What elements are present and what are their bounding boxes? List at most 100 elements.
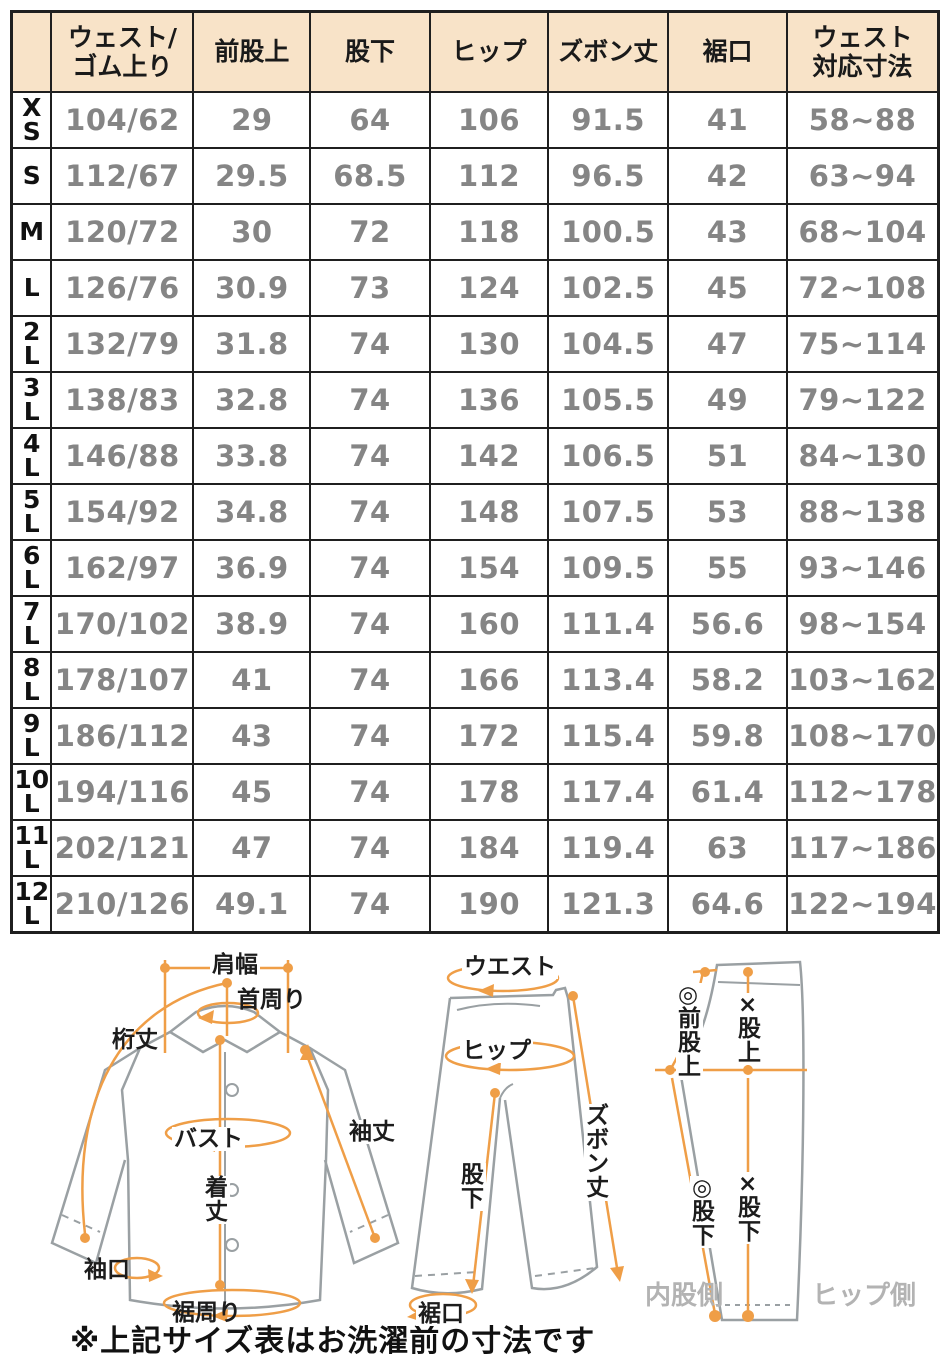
measurement-cell: 136: [428, 371, 550, 429]
measurement-cell: 53: [666, 483, 789, 541]
measurement-cell: 96.5: [547, 147, 669, 205]
measurement-cell: 61.4: [666, 763, 789, 821]
measurement-diagrams: 肩幅 首周り 桁丈 バスト 袖丈 着 丈 袖口 裾周り ウエスト ヒップ ズ ボ…: [0, 938, 940, 1360]
label-hip: ヒップ: [460, 1038, 533, 1064]
measurement-cell: 108~170: [786, 707, 940, 765]
label-inner-thigh-side: 内股側: [645, 1281, 724, 1311]
size-label: X S: [10, 91, 53, 149]
label-neck-girth: 首周り: [237, 987, 306, 1013]
measurement-cell: 162/97: [50, 539, 195, 597]
measurement-cell: 74: [309, 427, 431, 485]
measurement-cell: 122~194: [786, 875, 940, 933]
column-header: ウェスト 対応寸法: [786, 10, 940, 93]
measurement-cell: 63: [666, 819, 789, 877]
measurement-cell: 112/67: [50, 147, 195, 205]
measurement-cell: 41: [192, 651, 312, 709]
table-row: 4 L 146/88 33.8 74 142 106.5 51 84~130: [10, 427, 940, 485]
measurement-cell: 109.5: [547, 539, 669, 597]
measurement-cell: 104.5: [547, 315, 669, 373]
measurement-cell: 72~108: [786, 259, 940, 317]
measurement-cell: 98~154: [786, 595, 940, 653]
table-row: 8 L 178/107 41 74 166 113.4 58.2 103~162: [10, 651, 940, 709]
measurement-cell: 73: [309, 259, 431, 317]
column-header: 股下: [309, 10, 431, 93]
measurement-cell: 75~114: [786, 315, 940, 373]
table-row: 6 L 162/97 36.9 74 154 109.5 55 93~146: [10, 539, 940, 597]
measurement-cell: 126/76: [50, 259, 195, 317]
measurement-cell: 41: [666, 91, 789, 149]
measurement-cell: 45: [666, 259, 789, 317]
measurement-cell: 103~162: [786, 651, 940, 709]
column-header: ヒップ: [428, 10, 550, 93]
measurement-cell: 178/107: [50, 651, 195, 709]
pants-front-diagram: [407, 963, 624, 1322]
measurement-cell: 74: [309, 763, 431, 821]
label-body-length: 着 丈: [203, 1175, 230, 1226]
label-sleeve-length: 袖丈: [347, 1119, 397, 1145]
measurement-cell: 184: [428, 819, 550, 877]
measurement-cell: 166: [428, 651, 550, 709]
measurement-cell: 120/72: [50, 203, 195, 261]
table-row: L 126/76 30.9 73 124 102.5 45 72~108: [10, 259, 940, 317]
measurement-cell: 115.4: [547, 707, 669, 765]
table-row: 10 L 194/116 45 74 178 117.4 61.4 112~178: [10, 763, 940, 821]
measurement-cell: 88~138: [786, 483, 940, 541]
size-table-header: ウェスト/ ゴム上り 前股上 股下 ヒップ ズボン丈 裾口 ウェスト 対応寸法: [10, 10, 940, 93]
size-label: 11 L: [10, 819, 53, 877]
measurement-cell: 29.5: [192, 147, 312, 205]
measurement-cell: 43: [192, 707, 312, 765]
size-label: 12 L: [10, 875, 53, 933]
label-shoulder-width: 肩幅: [210, 952, 260, 978]
size-label: 7 L: [10, 595, 53, 653]
size-label: 2 L: [10, 315, 53, 373]
measurement-cell: 32.8: [192, 371, 312, 429]
table-row: 2 L 132/79 31.8 74 130 104.5 47 75~114: [10, 315, 940, 373]
measurement-cell: 172: [428, 707, 550, 765]
measurement-cell: 43: [666, 203, 789, 261]
measurement-cell: 42: [666, 147, 789, 205]
measurement-cell: 84~130: [786, 427, 940, 485]
table-row: 12 L 210/126 49.1 74 190 121.3 64.6 122~194: [10, 875, 940, 933]
measurement-cell: 194/116: [50, 763, 195, 821]
table-row: 9 L 186/112 43 74 172 115.4 59.8 108~170: [10, 707, 940, 765]
measurement-cell: 74: [309, 819, 431, 877]
label-pants-length: ズ ボ ン 丈: [584, 1103, 611, 1202]
size-label: M: [10, 203, 53, 261]
measurement-cell: 119.4: [547, 819, 669, 877]
corner-header-cell: [10, 10, 53, 93]
measurement-cell: 190: [428, 875, 550, 933]
measurement-cell: 47: [666, 315, 789, 373]
size-label: 4 L: [10, 427, 53, 485]
measurement-cell: 63~94: [786, 147, 940, 205]
label-hem-opening: 裾口: [416, 1301, 466, 1327]
measurement-cell: 132/79: [50, 315, 195, 373]
label-inseam-front: ◎ 股 下: [690, 1175, 717, 1250]
measurement-cell: 138/83: [50, 371, 195, 429]
measurement-cell: 68~104: [786, 203, 940, 261]
measurement-cell: 178: [428, 763, 550, 821]
measurement-cell: 105.5: [547, 371, 669, 429]
measurement-cell: 45: [192, 763, 312, 821]
measurement-cell: 79~122: [786, 371, 940, 429]
measurement-cell: 112~178: [786, 763, 940, 821]
measurement-cell: 30: [192, 203, 312, 261]
measurement-cell: 38.9: [192, 595, 312, 653]
measurement-cell: 107.5: [547, 483, 669, 541]
table-row: X S 104/62 29 64 106 91.5 41 58~88: [10, 91, 940, 149]
measurement-cell: 210/126: [50, 875, 195, 933]
measurement-cell: 91.5: [547, 91, 669, 149]
measurement-cell: 64: [309, 91, 431, 149]
label-bust: バスト: [172, 1126, 245, 1152]
table-row: 7 L 170/102 38.9 74 160 111.4 56.6 98~154: [10, 595, 940, 653]
measurement-cell: 64.6: [666, 875, 789, 933]
measurement-cell: 47: [192, 819, 312, 877]
label-inseam: 股 下: [459, 1162, 486, 1213]
label-cuff-opening: 袖口: [84, 1257, 130, 1283]
label-yuki-length: 桁丈: [112, 1027, 158, 1053]
measurement-cell: 154: [428, 539, 550, 597]
label-rise: × 股 上: [736, 992, 763, 1067]
measurement-cell: 29: [192, 91, 312, 149]
measurement-cell: 100.5: [547, 203, 669, 261]
measurement-cell: 55: [666, 539, 789, 597]
